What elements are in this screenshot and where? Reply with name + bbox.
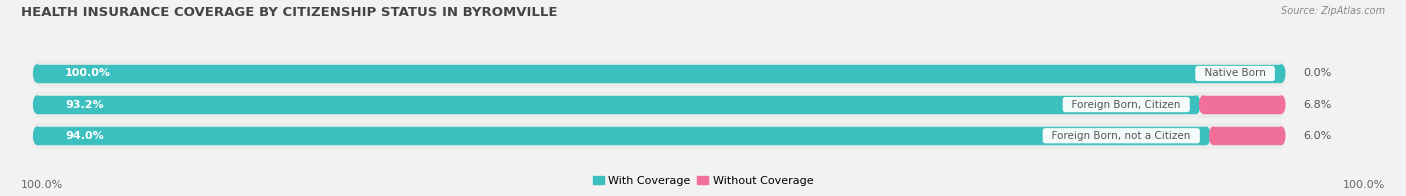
Bar bbox=[38, 123, 1279, 148]
Bar bbox=[38, 92, 1279, 117]
Text: Foreign Born, not a Citizen: Foreign Born, not a Citizen bbox=[1045, 131, 1198, 141]
Circle shape bbox=[34, 96, 41, 113]
Text: 100.0%: 100.0% bbox=[65, 68, 111, 78]
Text: 6.0%: 6.0% bbox=[1303, 131, 1331, 141]
Circle shape bbox=[34, 92, 44, 117]
Circle shape bbox=[34, 123, 44, 148]
Text: Foreign Born, Citizen: Foreign Born, Citizen bbox=[1066, 100, 1187, 110]
Text: Native Born: Native Born bbox=[1198, 68, 1272, 78]
Circle shape bbox=[1199, 96, 1206, 113]
Circle shape bbox=[1209, 127, 1216, 144]
Text: 93.2%: 93.2% bbox=[65, 100, 104, 110]
Text: 94.0%: 94.0% bbox=[65, 131, 104, 141]
Circle shape bbox=[1275, 92, 1285, 117]
Bar bbox=[37, 127, 1206, 144]
Circle shape bbox=[1204, 127, 1209, 144]
Circle shape bbox=[1192, 96, 1199, 113]
Circle shape bbox=[1278, 65, 1285, 82]
Bar bbox=[37, 96, 1197, 113]
Text: 0.0%: 0.0% bbox=[1303, 68, 1331, 78]
Text: 100.0%: 100.0% bbox=[21, 180, 63, 190]
Bar bbox=[1204, 96, 1281, 113]
Circle shape bbox=[1275, 61, 1285, 86]
Legend: With Coverage, Without Coverage: With Coverage, Without Coverage bbox=[588, 172, 818, 191]
Bar bbox=[37, 65, 1281, 82]
Circle shape bbox=[34, 61, 44, 86]
Text: Source: ZipAtlas.com: Source: ZipAtlas.com bbox=[1281, 6, 1385, 16]
Text: HEALTH INSURANCE COVERAGE BY CITIZENSHIP STATUS IN BYROMVILLE: HEALTH INSURANCE COVERAGE BY CITIZENSHIP… bbox=[21, 6, 558, 19]
Bar bbox=[38, 61, 1279, 86]
Circle shape bbox=[34, 127, 41, 144]
Text: 6.8%: 6.8% bbox=[1303, 100, 1331, 110]
Circle shape bbox=[1278, 96, 1285, 113]
Bar bbox=[1213, 127, 1281, 144]
Circle shape bbox=[1278, 127, 1285, 144]
Circle shape bbox=[1275, 123, 1285, 148]
Circle shape bbox=[34, 65, 41, 82]
Text: 100.0%: 100.0% bbox=[1343, 180, 1385, 190]
